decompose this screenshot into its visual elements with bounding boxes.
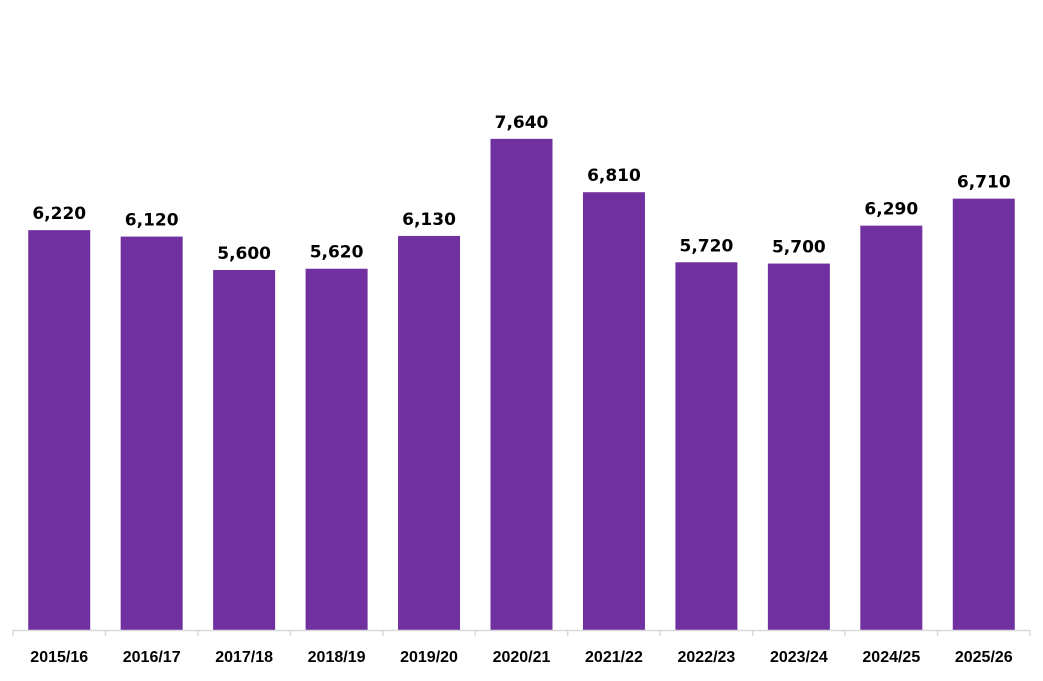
bar: [675, 262, 738, 630]
x-tick-label: 2025/26: [955, 649, 1013, 666]
data-label: 6,810: [587, 166, 641, 186]
x-tick-label: 2015/16: [30, 649, 88, 666]
x-tick-label: 2016/17: [123, 649, 181, 666]
data-label: 5,620: [310, 243, 364, 263]
bar: [305, 268, 368, 630]
x-tick-label: 2018/19: [308, 649, 366, 666]
data-label: 6,130: [402, 210, 456, 230]
bar: [28, 230, 91, 630]
data-label: 6,290: [864, 200, 918, 220]
x-tick-label: 2023/24: [770, 649, 828, 666]
bar: [952, 198, 1015, 630]
data-label: 6,220: [32, 204, 86, 224]
data-label: 5,600: [217, 244, 271, 264]
x-tick-label: 2020/21: [493, 649, 551, 666]
bar: [120, 236, 183, 631]
data-label: 7,640: [495, 113, 549, 133]
bar: [213, 270, 276, 630]
data-label: 6,710: [957, 173, 1011, 193]
x-tick-label: 2022/23: [677, 649, 735, 666]
data-label: 6,120: [125, 211, 179, 231]
bar: [767, 263, 830, 630]
x-tick-label: 2024/25: [862, 649, 920, 666]
data-label: 5,700: [772, 238, 826, 258]
bar: [490, 138, 553, 630]
bar: [398, 235, 461, 630]
bar: [582, 192, 645, 630]
bar: [860, 225, 923, 630]
x-tick-label: 2017/18: [215, 649, 273, 666]
x-tick-label: 2019/20: [400, 649, 458, 666]
x-tick-label: 2021/22: [585, 649, 643, 666]
data-label: 5,720: [680, 236, 734, 256]
